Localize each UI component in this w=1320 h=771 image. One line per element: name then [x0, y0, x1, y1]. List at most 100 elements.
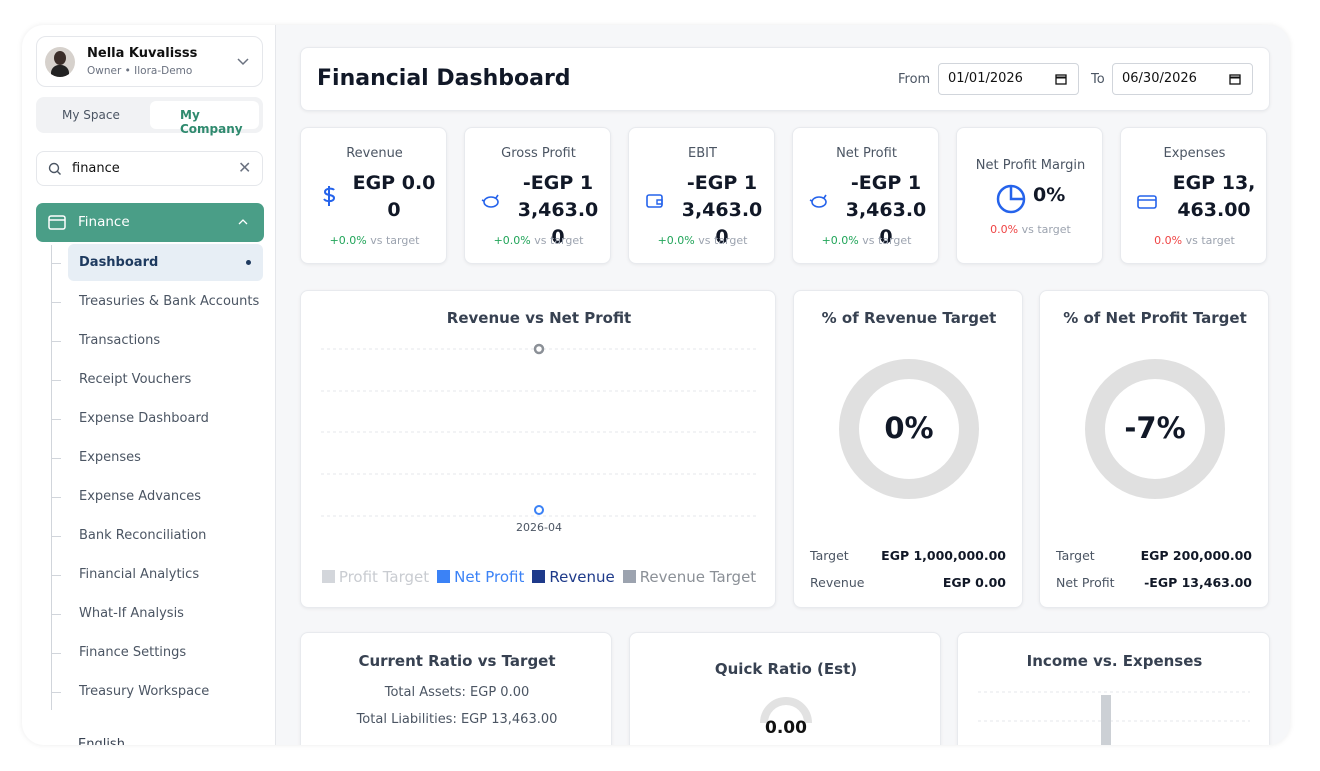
legend-item[interactable]: Profit Target	[321, 568, 430, 586]
legend-swatch	[321, 570, 335, 583]
legend-item[interactable]: Net Profit	[437, 568, 524, 586]
nav-label: Expense Advances	[79, 489, 202, 504]
card-title: Revenue vs Net Profit	[446, 309, 632, 327]
note: vs target	[1185, 234, 1235, 247]
nav-item[interactable]: Receipt Vouchers	[68, 361, 263, 398]
legend-swatch	[532, 570, 546, 583]
kpi-label: Gross Profit	[501, 146, 576, 161]
chevron	[238, 219, 248, 225]
gauge-value: 0%	[884, 411, 934, 445]
nav-item[interactable]: Transactions	[68, 322, 263, 359]
tree-tick	[52, 341, 61, 342]
tree-tick	[52, 692, 61, 693]
legend-label: Net Profit	[454, 568, 525, 586]
kpi-delta: +0.0% vs target	[301, 234, 448, 247]
note: vs target	[534, 234, 584, 247]
tree-tick	[52, 497, 61, 498]
kpi-icon	[481, 194, 499, 208]
note: vs target	[698, 234, 748, 247]
gauge-card: % of Revenue Target 0% Target EGP 1,000,000…	[793, 290, 1023, 608]
nav-item-active[interactable]: Dashboard	[68, 244, 263, 281]
date-text: 06/30/2026	[1122, 71, 1197, 86]
kpi-card: Revenue EGP 0.00 +0.0% vs target	[300, 127, 447, 264]
row-label: Target	[810, 548, 849, 563]
kpi-icon	[323, 186, 336, 206]
nav-item[interactable]: Finance Settings	[68, 634, 263, 671]
kpi-delta: +0.0% vs target	[465, 234, 612, 247]
tabs: My Space My Company	[36, 97, 263, 136]
nav-item[interactable]: Expenses	[68, 439, 263, 476]
tab-label: My Company	[180, 108, 243, 136]
nav-label: Financial Analytics	[79, 567, 200, 582]
income-plot	[978, 691, 1250, 745]
avatar	[45, 47, 75, 77]
row-label: Revenue	[810, 575, 865, 590]
income-card: Income vs. Expenses	[957, 632, 1270, 745]
delta: 0.0%	[1154, 234, 1183, 247]
legend-item[interactable]: Revenue	[532, 568, 615, 586]
user-name: Nella Kuvalisss	[87, 46, 198, 61]
search-icon	[48, 162, 61, 175]
legend: Profit Target Net Profit Revenue Revenue Ta…	[301, 568, 777, 586]
nav-label: Treasuries & Bank Accounts	[79, 294, 260, 309]
nav-item[interactable]: Treasury Workspace	[68, 673, 263, 710]
clear[interactable]: ✕	[238, 158, 252, 177]
nav-item[interactable]: Expense Advances	[68, 478, 263, 515]
tab-active[interactable]: My Company	[150, 101, 259, 136]
pie-icon	[996, 184, 1026, 214]
legend-swatch	[622, 570, 636, 583]
nav-label: Finance Settings	[79, 645, 187, 660]
tree-tick	[52, 458, 61, 459]
row-value: EGP 200,000.00	[1140, 548, 1252, 563]
search-box[interactable]: finance ✕	[36, 151, 263, 186]
nav-item[interactable]: Expense Dashboard	[68, 400, 263, 437]
from-label: From	[898, 72, 931, 87]
tab[interactable]: My Space	[40, 101, 146, 129]
date-to[interactable]: 06/30/2026	[1112, 63, 1253, 95]
kpi-label: EBIT	[688, 146, 717, 161]
quick-value: 0.00	[765, 718, 807, 738]
tree-tick	[52, 302, 61, 303]
user-card[interactable]: Nella Kuvalisss Owner • Ilora-Demo	[36, 36, 263, 87]
tree-line	[51, 245, 52, 710]
kpi-label: Expenses	[1163, 146, 1226, 161]
row-value: EGP 1,000,000.00	[881, 548, 1006, 563]
kpi-value: 0%	[1033, 184, 1066, 206]
tree-tick	[52, 614, 61, 615]
delta: +0.0%	[493, 234, 531, 247]
legend-label: Profit Target	[338, 568, 430, 586]
nav-item[interactable]: Bank Reconciliation	[68, 517, 263, 554]
card-title: % of Revenue Target	[821, 309, 997, 327]
date-from[interactable]: 01/01/2026	[938, 63, 1079, 95]
legend-item[interactable]: Revenue Target	[622, 568, 756, 586]
gauge-ring	[839, 359, 979, 499]
kpi-icon	[1137, 195, 1157, 209]
nav-item[interactable]: What-If Analysis	[68, 595, 263, 632]
card-icon	[48, 215, 66, 230]
card-title: Current Ratio vs Target	[358, 652, 556, 670]
language[interactable]: English	[48, 737, 125, 745]
gauge-ring	[1085, 359, 1225, 499]
chevron	[237, 58, 249, 66]
row-label: Net Profit	[1056, 575, 1115, 590]
nav-label: Treasury Workspace	[79, 684, 210, 699]
note: vs target	[1021, 223, 1071, 236]
nav-item[interactable]: Financial Analytics	[68, 556, 263, 593]
search-text: finance	[72, 161, 120, 176]
gauge-card: % of Net Profit Target -7% Target EGP 200,0…	[1039, 290, 1269, 608]
tree-tick	[52, 419, 61, 420]
gauge-value: -7%	[1124, 411, 1186, 445]
section[interactable]: Finance	[36, 203, 264, 242]
kpi-value: EGP 13,463.00	[1172, 172, 1256, 221]
line: Total Liabilities: EGP 13,463.00	[356, 712, 558, 727]
legend-label: Revenue	[549, 568, 615, 586]
card-title: Quick Ratio (Est)	[714, 660, 858, 678]
tree-tick	[52, 263, 61, 264]
line: Total Assets: EGP 0.00	[384, 685, 530, 700]
mini-gauge	[760, 697, 812, 724]
sidebar: Nella Kuvalisss Owner • Ilora-Demo My Sp…	[22, 25, 276, 745]
tree-tick	[52, 380, 61, 381]
card-title: % of Net Profit Target	[1063, 309, 1247, 327]
nav-item[interactable]: Treasuries & Bank Accounts	[68, 283, 263, 320]
trend-plot	[321, 343, 757, 517]
